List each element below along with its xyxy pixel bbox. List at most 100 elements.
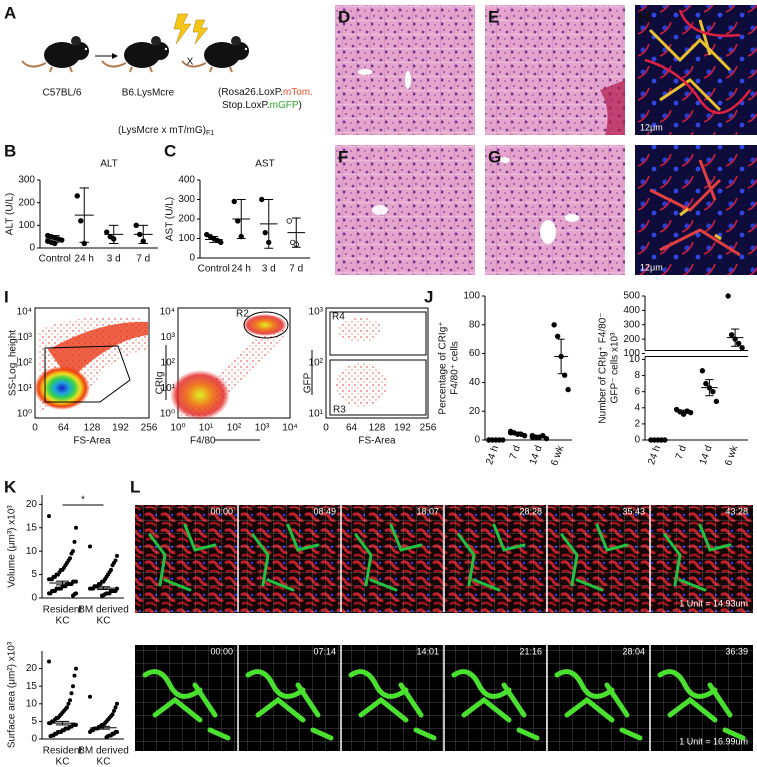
x-tick-label: 128: [84, 423, 101, 434]
flow-density: [243, 314, 287, 336]
cell-track: [142, 669, 231, 741]
micrograph: [335, 5, 475, 135]
flow-cloud: [48, 321, 148, 380]
data-point: [47, 514, 52, 519]
x-tick-label: BM derived: [78, 746, 129, 757]
text-part: (LysMcre x mT/mG): [118, 125, 206, 136]
x-tick-label: 7 d: [508, 444, 523, 461]
scale-bar-label: 12μm: [640, 122, 663, 132]
timestamp: 14:01: [416, 646, 439, 656]
data-point: [699, 368, 706, 374]
y-tick-label: 0: [31, 734, 37, 745]
text-part: mGFP: [270, 100, 299, 111]
vessel: [372, 205, 388, 215]
panel-label: D: [338, 7, 350, 26]
scale-label: 1 Unit = 16.99um: [679, 736, 748, 746]
timestamp: 35:43: [622, 506, 645, 516]
timestamp: 18:07: [416, 506, 439, 516]
data-point: [74, 525, 79, 530]
cell-track: [354, 523, 423, 592]
cell-track: [148, 523, 217, 592]
strain-label: (Rosa26.LoxP.mTom.: [218, 87, 313, 98]
cell-track: [251, 523, 320, 592]
y-tick-label: 0: [31, 593, 37, 604]
y-tick-label: 100: [178, 233, 195, 244]
y-tick-label: 10³: [161, 332, 176, 343]
y-tick-label: 500: [623, 291, 640, 302]
data-point: [110, 563, 115, 568]
text-part: mTom.: [283, 87, 313, 98]
x-tick-label: 192: [394, 423, 411, 434]
gate: [329, 359, 427, 416]
strain-label: B6.LysMcre: [122, 88, 175, 99]
data-point: [115, 553, 120, 558]
y-tick-label: 6: [634, 386, 640, 397]
data-point: [74, 666, 79, 671]
y-tick-label: 80: [469, 319, 481, 330]
micrograph: [635, 5, 757, 135]
y-tick-label: 4: [634, 402, 640, 413]
data-point: [68, 698, 73, 703]
lightning: [192, 19, 209, 45]
x-tick-label: BM derived: [78, 605, 129, 616]
y-tick-label: 2: [634, 419, 640, 430]
timestamp: 28:04: [622, 646, 645, 656]
y-tick-label: 20: [26, 499, 38, 510]
y-axis-label: CRIg: [155, 372, 166, 395]
x-tick-label: Resident: [43, 746, 83, 757]
flow-cloud: [338, 318, 382, 342]
cell-track: [554, 669, 643, 741]
cell-track: [451, 669, 540, 741]
y-tick-label: 300: [18, 175, 35, 186]
panel-label: J: [424, 287, 433, 306]
gate-label: R3: [333, 405, 346, 416]
x-tick-label: 10⁰: [170, 423, 185, 434]
y-tick-label: 20: [469, 406, 481, 417]
data-point: [48, 734, 53, 739]
y-tick-label: 10⁰: [17, 409, 32, 420]
x-tick-label: KC: [97, 616, 111, 627]
timestamp: 28:28: [519, 506, 542, 516]
data-point: [88, 729, 93, 734]
y-tick-label: 0: [634, 435, 640, 446]
data-point: [71, 684, 76, 689]
data-point: [88, 694, 93, 699]
text-part: ): [299, 100, 302, 111]
y-tick-label: 10²: [18, 358, 33, 369]
y-tick-label: 300: [178, 194, 195, 205]
x-tick-label: 7 d: [289, 264, 303, 275]
flow-density: [34, 366, 90, 410]
data-point: [72, 539, 77, 544]
data-point: [703, 380, 709, 387]
data-point: [710, 388, 716, 395]
panel-label: I: [4, 287, 9, 306]
y-tick-label: 200: [178, 214, 195, 225]
cell-highlight: [649, 159, 741, 257]
y-axis-label: Surface area (μm²) x10³: [7, 641, 18, 748]
text-part: F1: [206, 130, 214, 137]
data-point: [565, 386, 571, 393]
panel-label: H: [638, 7, 650, 26]
data-point: [74, 193, 80, 199]
panel-label: K: [4, 477, 17, 496]
x-tick-label: 3 d: [107, 254, 121, 265]
vessel: [565, 214, 579, 222]
data-point: [47, 577, 52, 582]
y-tick-label: 100: [18, 220, 35, 231]
data-point: [47, 591, 52, 596]
x-tick-label: KC: [97, 757, 111, 767]
panel-label: E: [488, 7, 499, 26]
x-tick-label: 14 d: [698, 444, 715, 466]
y-tick-label: 5: [31, 569, 37, 580]
scale-label: 1 Unit = 14.93um: [679, 598, 748, 608]
data-point: [218, 239, 224, 246]
strain-label: Stop.LoxP.mGFP): [222, 100, 302, 111]
y-tick-label: 20: [26, 663, 38, 674]
x-tick-label: 192: [112, 423, 129, 434]
data-point: [286, 218, 292, 224]
x-tick-label: 6 wk: [549, 443, 567, 467]
panel-label: G: [488, 147, 501, 166]
y-tick-label: 100: [623, 348, 640, 359]
y-tick-label: 400: [178, 175, 195, 186]
y-tick-label: 60: [469, 348, 481, 359]
